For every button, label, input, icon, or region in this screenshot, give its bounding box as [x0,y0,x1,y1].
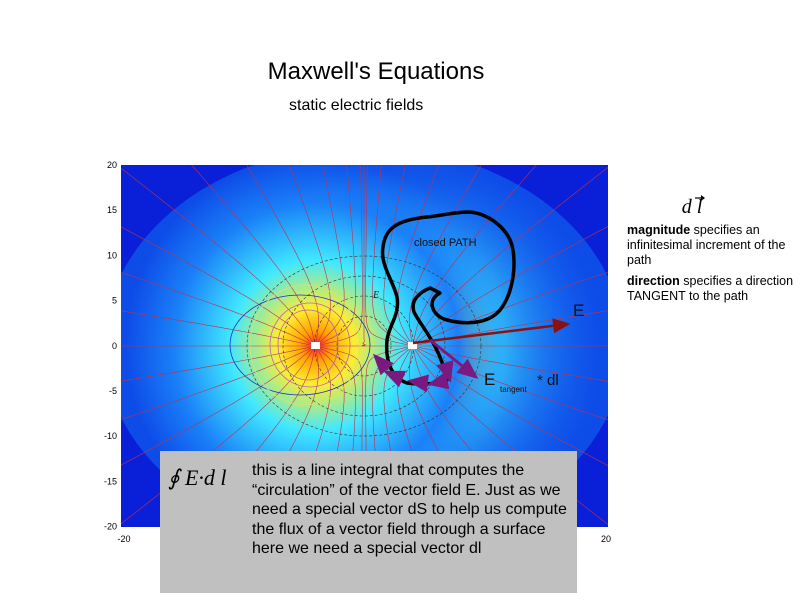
line-integral-formula: ∮ E·d l [168,465,227,490]
y-tick-label: 10 [107,250,117,260]
x-tick-label: -20 [117,534,130,544]
dl-symbol: d l [627,195,757,217]
y-tick-label: -5 [109,386,117,396]
e-field-arrow [412,318,571,345]
dl-arrows [372,353,454,393]
line-integral-description: this is a line integral that computes th… [252,462,567,557]
closed-path-label: closed PATH [414,237,477,249]
field-line [362,165,408,347]
field-line [365,165,409,346]
field-line [246,165,319,343]
y-tick-label: 20 [107,160,117,170]
y-tick-label: -20 [104,522,117,532]
e-tangent-label: E [484,370,495,389]
charge-left [311,342,320,349]
field-line [121,167,314,343]
field-line [121,272,312,345]
slide-title: Maxwell's Equations [267,58,485,85]
e-label: E [573,301,584,320]
line-integral-box: ∮ E·d l this is a line integral that com… [160,451,577,593]
charge-right [408,342,417,349]
field-line [416,271,608,345]
closed-path [380,210,516,386]
y-tick-label: -10 [104,431,117,441]
field-line [319,165,363,346]
field-line [121,346,311,382]
equipotential-line [336,315,392,377]
field-line [121,347,312,420]
field-line [191,165,315,343]
y-tick-label: -15 [104,476,117,486]
y-tick-label: 0 [112,341,117,351]
vector-arrow-icon [695,195,705,201]
direction-text: direction specifies a direction TANGENT … [627,274,794,303]
field-line [121,226,313,344]
equipotential-line [282,275,446,417]
field-line [372,165,409,345]
dl-label: * dl [537,372,559,389]
field-line [415,348,608,466]
e-tangent-arrow [429,338,479,379]
field-line [289,165,331,343]
field-line [414,166,608,343]
field-line [319,165,356,345]
orbit-traces [229,284,371,406]
field-line [413,165,537,343]
e-vector-label: E [372,290,379,301]
e-tangent-subscript: tangent [500,385,527,394]
field-line [318,165,345,344]
y-tick-label: 15 [107,205,117,215]
magnitude-text: magnitude specifies an infinitesimal inc… [627,223,786,267]
field-line [121,310,311,346]
equipotential-line [246,255,482,437]
field-line [121,348,313,466]
x-tick-label: 20 [601,534,611,544]
field-line [417,346,608,382]
y-tick-label: 5 [112,296,117,306]
slide-subtitle: static electric fields [289,97,424,114]
field-line [415,226,608,344]
dl-explanation: d l magnitude specifies an infinitesimal… [627,195,797,310]
field-line [409,165,482,343]
